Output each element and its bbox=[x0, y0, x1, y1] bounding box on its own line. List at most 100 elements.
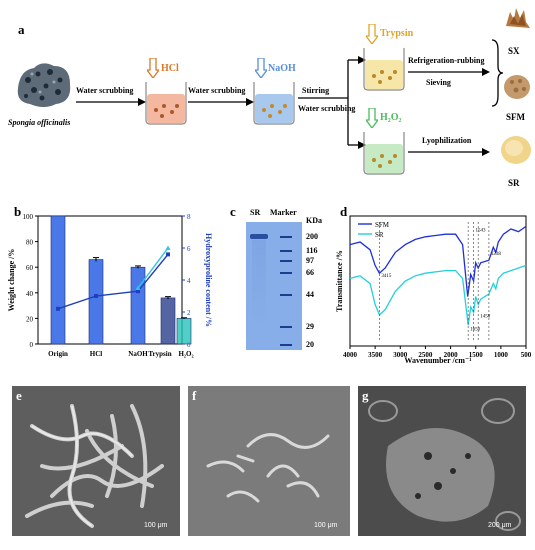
bar bbox=[176, 318, 192, 345]
ftir-spectrum-chart: 4000 3500 3000 2500 2000 1500 1000 500 Wavenumbe… bbox=[335, 215, 532, 365]
brace bbox=[491, 39, 504, 107]
marker-band bbox=[280, 294, 292, 296]
x-tick-label: 1000 bbox=[494, 351, 509, 359]
marker-band bbox=[280, 260, 292, 262]
peak-label: 1650 bbox=[470, 327, 481, 332]
y2-tick-label: 0 bbox=[187, 341, 191, 349]
branch-arrows bbox=[298, 56, 366, 149]
x-tick-label: 500 bbox=[521, 351, 532, 359]
panel-label-g: g bbox=[362, 388, 369, 403]
marker-band bbox=[280, 344, 292, 346]
arrow-5 bbox=[408, 68, 490, 76]
product-sr: SR bbox=[508, 178, 520, 188]
y-tick-label: 20 bbox=[26, 315, 34, 323]
y-tick-label: 40 bbox=[26, 290, 34, 298]
y-tick-label: 60 bbox=[26, 264, 34, 272]
marker-size: 29 bbox=[306, 322, 314, 331]
hyp-marker bbox=[94, 294, 98, 298]
step-7-label: Lyophilization bbox=[422, 136, 472, 145]
panel-c: c SR Marker KDa 200 116 97 66 44 29 20 bbox=[222, 198, 332, 366]
product-sfm: SFM bbox=[506, 112, 525, 122]
sem-image-e: e 100 μm bbox=[12, 386, 180, 536]
y2-tick-label: 2 bbox=[187, 309, 191, 317]
marker-band bbox=[280, 326, 292, 328]
marker-size: 200 bbox=[306, 232, 318, 241]
panel-label-b: b bbox=[14, 204, 22, 219]
x-tick-label: 1500 bbox=[469, 351, 484, 359]
y-tick-label: 100 bbox=[23, 213, 34, 221]
step-1-label: Water scrubbing bbox=[76, 86, 134, 95]
step-5-label: Refrigeration-rubbing bbox=[408, 56, 485, 65]
sds-page-gel bbox=[246, 222, 302, 350]
lane-label-marker: Marker bbox=[270, 208, 297, 217]
arrow-2 bbox=[188, 98, 254, 106]
panel-a: a Spongia officinalis Water scrubbing HC… bbox=[0, 0, 535, 198]
marker-size: 116 bbox=[306, 246, 318, 255]
x-tick-label: 3500 bbox=[368, 351, 383, 359]
hyp-marker bbox=[56, 306, 60, 311]
sponge-image bbox=[17, 63, 71, 107]
sfm-product-image bbox=[504, 75, 530, 99]
hyp-line-0 bbox=[57, 253, 169, 310]
y2-tick-label: 4 bbox=[187, 277, 191, 285]
x-tick-label: H₂O₂ bbox=[178, 350, 193, 358]
panel-d: d 4000 3500 3000 2500 2000 1500 1000 500 Wavenum… bbox=[334, 198, 535, 366]
naoh-down-arrow-icon bbox=[255, 58, 267, 78]
x-tick-label: NaOH bbox=[128, 350, 148, 358]
y2-axis-label: Hydroxyproline content /% bbox=[204, 233, 213, 327]
reagent-h2o2: H₂O₂ bbox=[380, 112, 402, 123]
legend-label: SFM bbox=[375, 221, 390, 229]
sem-image-g: g 200 μm bbox=[358, 386, 526, 536]
panel-label-f: f bbox=[192, 388, 197, 403]
unit-label: KDa bbox=[306, 216, 322, 225]
plot-frame bbox=[349, 215, 527, 347]
bar-chart-weight-change: 0 20 40 60 80 100 0 2 4 6 8 Weight change /% Hydroxy… bbox=[7, 213, 213, 358]
step-3-label: Stirring bbox=[302, 86, 330, 95]
bar bbox=[88, 259, 104, 345]
y2-tick-label: 8 bbox=[187, 213, 191, 221]
marker-size: 66 bbox=[306, 268, 314, 277]
arrow-1 bbox=[76, 98, 146, 106]
series-line-sr bbox=[349, 264, 527, 326]
step-2-label: Water scrubbing bbox=[188, 86, 246, 95]
peak-label: 3415 bbox=[381, 274, 392, 279]
hyp-line-1 bbox=[137, 247, 169, 289]
beaker-hcl bbox=[145, 82, 187, 125]
beaker-h2o2 bbox=[363, 132, 405, 175]
bar bbox=[50, 215, 66, 345]
sem-image-f: f 100 μm bbox=[188, 386, 350, 536]
marker-band bbox=[280, 236, 292, 238]
panel-label-c: c bbox=[230, 204, 236, 219]
y-axis-label: Weight change /% bbox=[7, 249, 16, 312]
trypsin-down-arrow-icon bbox=[366, 24, 378, 44]
arrow-7 bbox=[408, 148, 490, 156]
panel-b: b 0 20 40 60 80 100 0 2 4 6 8 Weight change /% Hydro… bbox=[0, 198, 220, 366]
hyp-marker bbox=[165, 245, 171, 250]
h2o2-down-arrow-icon bbox=[366, 108, 378, 128]
hcl-down-arrow-icon bbox=[147, 58, 159, 78]
step-6-label: Sieving bbox=[426, 78, 451, 87]
x-tick-label: 4000 bbox=[343, 351, 358, 359]
y-axis-label: Transmittance /% bbox=[335, 250, 344, 312]
sr-product-image bbox=[501, 136, 531, 164]
reagent-trypsin: Trypsin bbox=[380, 28, 414, 39]
hyp-marker bbox=[136, 289, 140, 294]
x-tick-label: HCl bbox=[90, 350, 103, 358]
x-tick-label: Origin bbox=[48, 350, 68, 358]
beaker-trypsin bbox=[363, 48, 405, 91]
marker-band bbox=[280, 272, 292, 274]
scale-bar-g: 200 μm bbox=[488, 522, 512, 529]
gel-smear bbox=[252, 240, 266, 330]
x-tick-label: 2000 bbox=[444, 351, 459, 359]
peak-label: 1450 bbox=[480, 314, 491, 319]
bar bbox=[130, 266, 146, 345]
lane-label-sr: SR bbox=[250, 208, 261, 217]
reagent-hcl: HCl bbox=[161, 63, 179, 74]
product-sx: SX bbox=[508, 46, 520, 56]
hyp-marker bbox=[135, 285, 141, 290]
marker-size: 20 bbox=[306, 340, 314, 349]
peak-label: 1543 bbox=[476, 229, 487, 234]
sx-product-image bbox=[506, 8, 530, 28]
bar bbox=[160, 297, 176, 345]
marker-band bbox=[280, 250, 292, 252]
